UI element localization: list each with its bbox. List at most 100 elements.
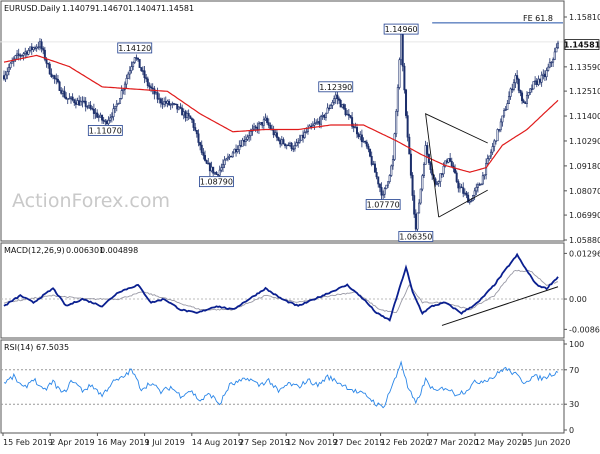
y-tick-label: 1.10290 xyxy=(569,137,600,146)
y-tick-label: 1.05880 xyxy=(569,236,600,245)
candle-body xyxy=(9,62,12,68)
candle-body xyxy=(468,200,471,203)
candle-body xyxy=(499,121,502,131)
candle-body xyxy=(228,155,231,158)
candle-body xyxy=(293,145,296,150)
candle-body xyxy=(186,113,189,118)
y-tick-label: 1.08070 xyxy=(569,187,600,196)
candle-body xyxy=(339,100,342,108)
candle-body xyxy=(352,126,355,128)
candle-body xyxy=(540,74,543,83)
candle-body xyxy=(35,46,38,49)
candle-body xyxy=(105,120,108,125)
candle-body xyxy=(503,110,506,117)
watermark: ActionForex.com xyxy=(12,190,170,212)
candle-body xyxy=(248,135,251,138)
candle-body xyxy=(524,102,527,104)
x-tick-label: 27 Sep 2019 xyxy=(239,438,290,447)
candle-body xyxy=(63,90,66,98)
candle-body xyxy=(148,85,151,88)
candle-body xyxy=(130,66,133,71)
candle-body xyxy=(194,127,197,131)
x-tick-label: 14 Aug 2019 xyxy=(192,438,243,447)
candle-body xyxy=(483,174,486,177)
candle-body xyxy=(141,70,144,72)
candle-body xyxy=(66,98,69,100)
candle-body xyxy=(29,46,32,51)
candle-body xyxy=(210,166,213,172)
candle-body xyxy=(362,140,365,143)
rsi-value: 67.5035 xyxy=(36,343,69,352)
x-tick-label: 15 Feb 2019 xyxy=(3,438,53,447)
y-tick-label: 1.15810 xyxy=(569,13,600,22)
candle-body xyxy=(336,94,339,100)
candle-body xyxy=(135,57,138,59)
candle-body xyxy=(86,106,89,108)
candle-body xyxy=(65,96,68,100)
candle-body xyxy=(164,101,167,104)
candle-body xyxy=(115,103,118,107)
candle-body xyxy=(537,78,540,85)
price-layer: FE 61.8 1.14960 1.14120 1.12390 1.11070 1.087… xyxy=(0,14,600,242)
macd-trendline xyxy=(441,286,559,326)
candle-body xyxy=(43,49,46,60)
price-label-box xyxy=(199,176,234,188)
candle-body xyxy=(494,140,497,142)
candle-body xyxy=(476,184,479,188)
candle-body xyxy=(204,155,207,161)
candle-body xyxy=(395,110,398,135)
candle-body xyxy=(110,116,113,119)
candle-body xyxy=(462,187,465,194)
candle-body xyxy=(311,124,314,127)
candle-body xyxy=(254,126,257,128)
candle-body xyxy=(38,41,41,48)
candle-body xyxy=(256,126,259,130)
candle-body xyxy=(150,86,153,89)
candle-body xyxy=(295,142,298,147)
candle-body xyxy=(179,106,182,109)
candle-body xyxy=(266,117,269,123)
candle-body xyxy=(449,158,452,162)
candle-body xyxy=(199,142,202,146)
y-tick-label: 1.12510 xyxy=(569,87,600,96)
candle-body xyxy=(512,82,515,90)
candle-body xyxy=(422,164,425,176)
candle-body xyxy=(154,92,157,95)
candle-body xyxy=(275,132,278,138)
rsi-tick-label: 0 xyxy=(569,426,574,435)
candle-body xyxy=(177,106,180,110)
price-label: 1.08790 xyxy=(200,178,233,187)
candle-body xyxy=(305,131,308,133)
candle-body xyxy=(553,51,556,60)
candle-body xyxy=(485,163,488,176)
candle-body xyxy=(202,152,205,156)
price-label: 1.07770 xyxy=(367,201,400,210)
candle-body xyxy=(163,101,166,105)
candle-body xyxy=(378,183,381,188)
candle-body xyxy=(104,120,107,123)
x-tick-label: 2 Apr 2019 xyxy=(50,438,94,447)
candle-body xyxy=(226,156,229,160)
candle-body xyxy=(401,33,404,67)
candle-body xyxy=(545,70,548,78)
candle-body xyxy=(246,136,249,140)
candle-body xyxy=(156,92,159,100)
candle-body xyxy=(548,61,551,68)
ohlc-close: 1.14581 xyxy=(161,4,194,13)
candle-body xyxy=(195,130,198,135)
candle-body xyxy=(318,121,321,125)
candle-body xyxy=(347,113,350,116)
candle-body xyxy=(42,48,45,51)
macd-tick-label: -0.008616 xyxy=(569,325,600,334)
rsi-line xyxy=(3,360,559,409)
candle-body xyxy=(373,163,376,173)
candle-body xyxy=(383,188,386,195)
price-label-box xyxy=(318,81,354,93)
candle-body xyxy=(529,88,532,93)
candle-body xyxy=(342,104,345,109)
candle-body xyxy=(539,78,542,83)
candle-body xyxy=(297,141,300,144)
candle-body xyxy=(55,78,58,80)
candle-body xyxy=(117,103,120,105)
candle-body xyxy=(102,119,105,122)
